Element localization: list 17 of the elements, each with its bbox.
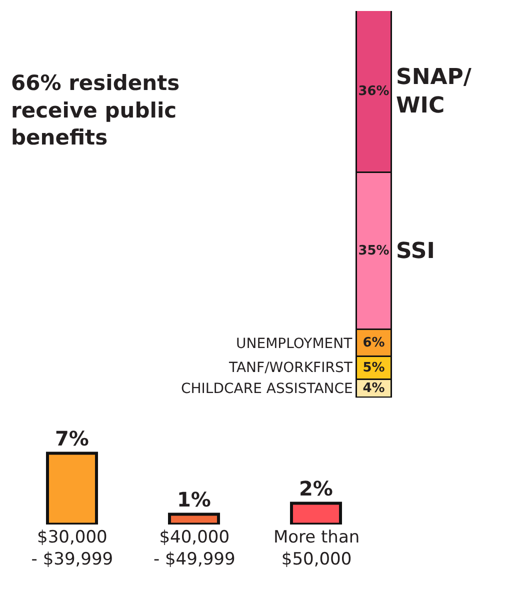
series-label: UNEMPLOYMENT	[236, 336, 353, 352]
data-label: 5%	[362, 360, 385, 376]
data-label: 4%	[362, 380, 385, 396]
series-label: SSI	[396, 239, 435, 264]
data-label: 7%	[55, 426, 89, 450]
data-label: 36%	[358, 84, 390, 99]
data-label: 6%	[362, 335, 385, 350]
series-label: TANF/WORKFIRST	[228, 360, 353, 376]
x-tick-label: $30,000 - $39,999	[31, 527, 114, 570]
series-label: CHILDCARE ASSISTANCE	[181, 381, 353, 397]
series-label: SNAP/ WIC	[396, 65, 472, 119]
text: 66% residents receive public benefits	[11, 71, 180, 150]
x-tick-label: More than $50,000	[273, 527, 360, 570]
x-tick-label: $40,000 - $49,999	[153, 527, 236, 570]
data-label: 2%	[299, 476, 333, 500]
data-label: 35%	[358, 243, 390, 258]
data-label: 1%	[177, 487, 211, 512]
